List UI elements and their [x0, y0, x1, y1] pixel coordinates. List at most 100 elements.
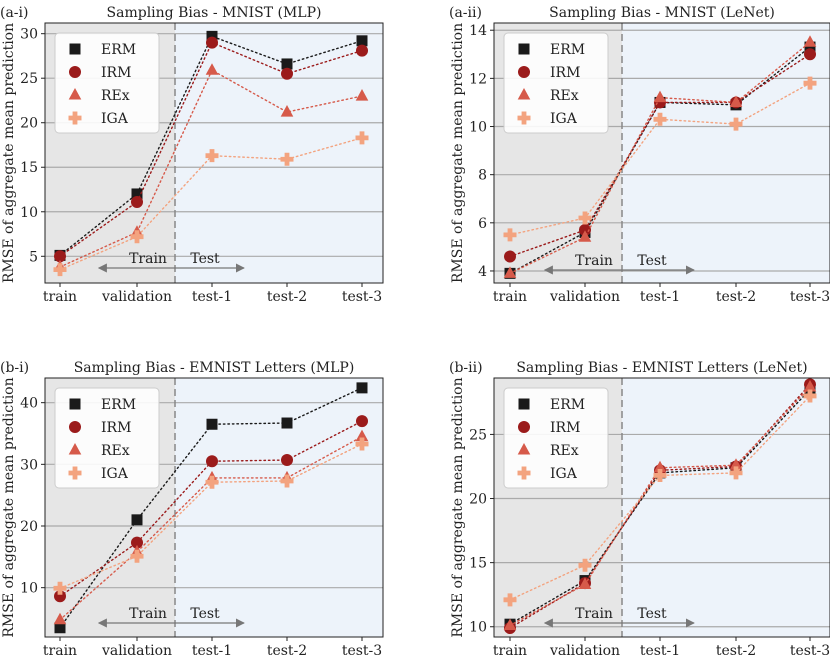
data-point-erm [356, 35, 368, 47]
data-point-rex [803, 379, 817, 392]
y-tick-label: 12 [469, 71, 487, 87]
x-tick-label: test-1 [192, 289, 232, 305]
axes-frame [44, 22, 384, 284]
test-annotation: Test [637, 606, 667, 622]
panel-label: (b-ii) [449, 360, 483, 376]
x-tick-label: test-3 [790, 643, 830, 659]
panel-label: (a-ii) [449, 5, 482, 21]
x-tick-label: validation [101, 289, 172, 305]
x-tick-label: test-1 [192, 643, 232, 659]
y-tick-label: 40 [20, 396, 38, 412]
x-tick-label: test-2 [267, 289, 307, 305]
data-point-irm [504, 250, 516, 263]
y-axis-label: RMSE of aggregate mean prediction [450, 23, 466, 283]
data-point-iga [729, 117, 743, 131]
y-tick-label: 30 [20, 27, 38, 43]
x-tick-label: train [43, 289, 77, 305]
test-region [622, 378, 830, 637]
axes-frame [493, 22, 830, 284]
chart-panel-3: 10 20 30 40 train validation test-1 test-2 test-… [0, 360, 384, 659]
legend-marker-rex [517, 88, 531, 100]
x-tick-label: train [43, 643, 77, 659]
data-point-iga [355, 437, 369, 451]
data-point-irm [356, 415, 368, 428]
data-point-iga [53, 263, 67, 277]
legend-marker-rex [517, 443, 531, 455]
x-tick-label: validation [101, 643, 172, 659]
legend-marker-iga [517, 111, 531, 125]
panel-label: (a-i) [0, 5, 28, 21]
legend-label-iga: IGA [550, 111, 578, 127]
data-point-rex [578, 230, 592, 242]
axes-frame [44, 377, 384, 638]
legend-label-erm: ERM [550, 397, 585, 413]
chart-title: Sampling Bias - EMNIST Letters (MLP) [74, 360, 355, 376]
legend-box [54, 32, 160, 134]
train-annotation: Train [129, 606, 167, 622]
chart-title: Sampling Bias - EMNIST Letters (LeNet) [516, 360, 807, 376]
y-tick-label: 5 [29, 249, 38, 265]
data-point-iga [578, 558, 592, 572]
data-point-rex [355, 429, 369, 442]
data-point-iga [280, 474, 294, 488]
data-point-irm [54, 590, 66, 603]
legend-marker-iga [517, 466, 531, 480]
data-point-iga [503, 228, 517, 242]
y-tick-label: 14 [469, 23, 487, 39]
chart-panel-2: 4 6 8 10 12 14 train validation test-1 test-2 test… [449, 5, 830, 305]
y-tick-label: 20 [469, 492, 487, 508]
legend-label-rex: REx [101, 443, 130, 459]
x-tick-label: train [493, 643, 527, 659]
legend-marker-irm [69, 421, 81, 433]
data-point-irm [281, 454, 293, 467]
legend-label-rex: REx [101, 88, 130, 104]
legend-marker-erm [518, 398, 530, 410]
data-point-iga [280, 152, 294, 166]
x-tick-label: test-2 [716, 643, 756, 659]
legend-marker-irm [518, 421, 530, 433]
data-point-iga [53, 581, 67, 595]
data-point-rex [503, 266, 517, 278]
data-point-erm [206, 418, 218, 430]
data-point-iga [355, 131, 369, 145]
y-tick-label: 10 [469, 620, 487, 636]
legend-label-rex: REx [550, 88, 579, 104]
chart-title: Sampling Bias - MNIST (LeNet) [549, 5, 775, 21]
data-point-erm [356, 382, 368, 394]
y-tick-label: 25 [469, 427, 487, 443]
legend-label-erm: ERM [550, 42, 585, 58]
legend-label-iga: IGA [101, 111, 129, 127]
data-point-rex [280, 105, 294, 117]
data-point-irm [356, 44, 368, 57]
data-point-erm [131, 188, 143, 200]
y-axis-label: RMSE of aggregate mean prediction [450, 377, 466, 637]
chart-panel-1: 5 10 15 20 25 30 train validation test-1 test-2 te… [0, 5, 384, 305]
x-tick-label: test-3 [342, 289, 382, 305]
test-annotation: Test [190, 251, 220, 267]
chart-panel-4: 10 15 20 25 train validation test-1 test-2 test-… [449, 360, 830, 659]
data-point-irm [131, 536, 143, 549]
data-point-rex [503, 618, 517, 631]
test-annotation: Test [637, 253, 667, 269]
y-tick-label: 10 [469, 120, 487, 136]
data-point-irm [131, 195, 143, 208]
test-annotation: Test [190, 606, 220, 622]
series-line-irm [509, 383, 811, 629]
data-point-iga [578, 211, 592, 225]
data-point-iga [130, 549, 144, 563]
train-annotation: Train [575, 606, 613, 622]
data-point-erm [804, 41, 816, 53]
x-tick-label: test-1 [640, 289, 680, 305]
test-region [622, 23, 830, 283]
data-point-iga [653, 112, 667, 126]
test-region [175, 23, 383, 283]
data-point-iga [653, 468, 667, 482]
series-line-irm [509, 53, 811, 258]
data-point-irm [206, 36, 218, 49]
data-point-iga [729, 466, 743, 480]
y-axis-label: RMSE of aggregate mean prediction [1, 23, 17, 283]
data-point-iga [803, 76, 817, 90]
train-annotation: Train [129, 251, 167, 267]
data-point-rex [355, 89, 369, 101]
